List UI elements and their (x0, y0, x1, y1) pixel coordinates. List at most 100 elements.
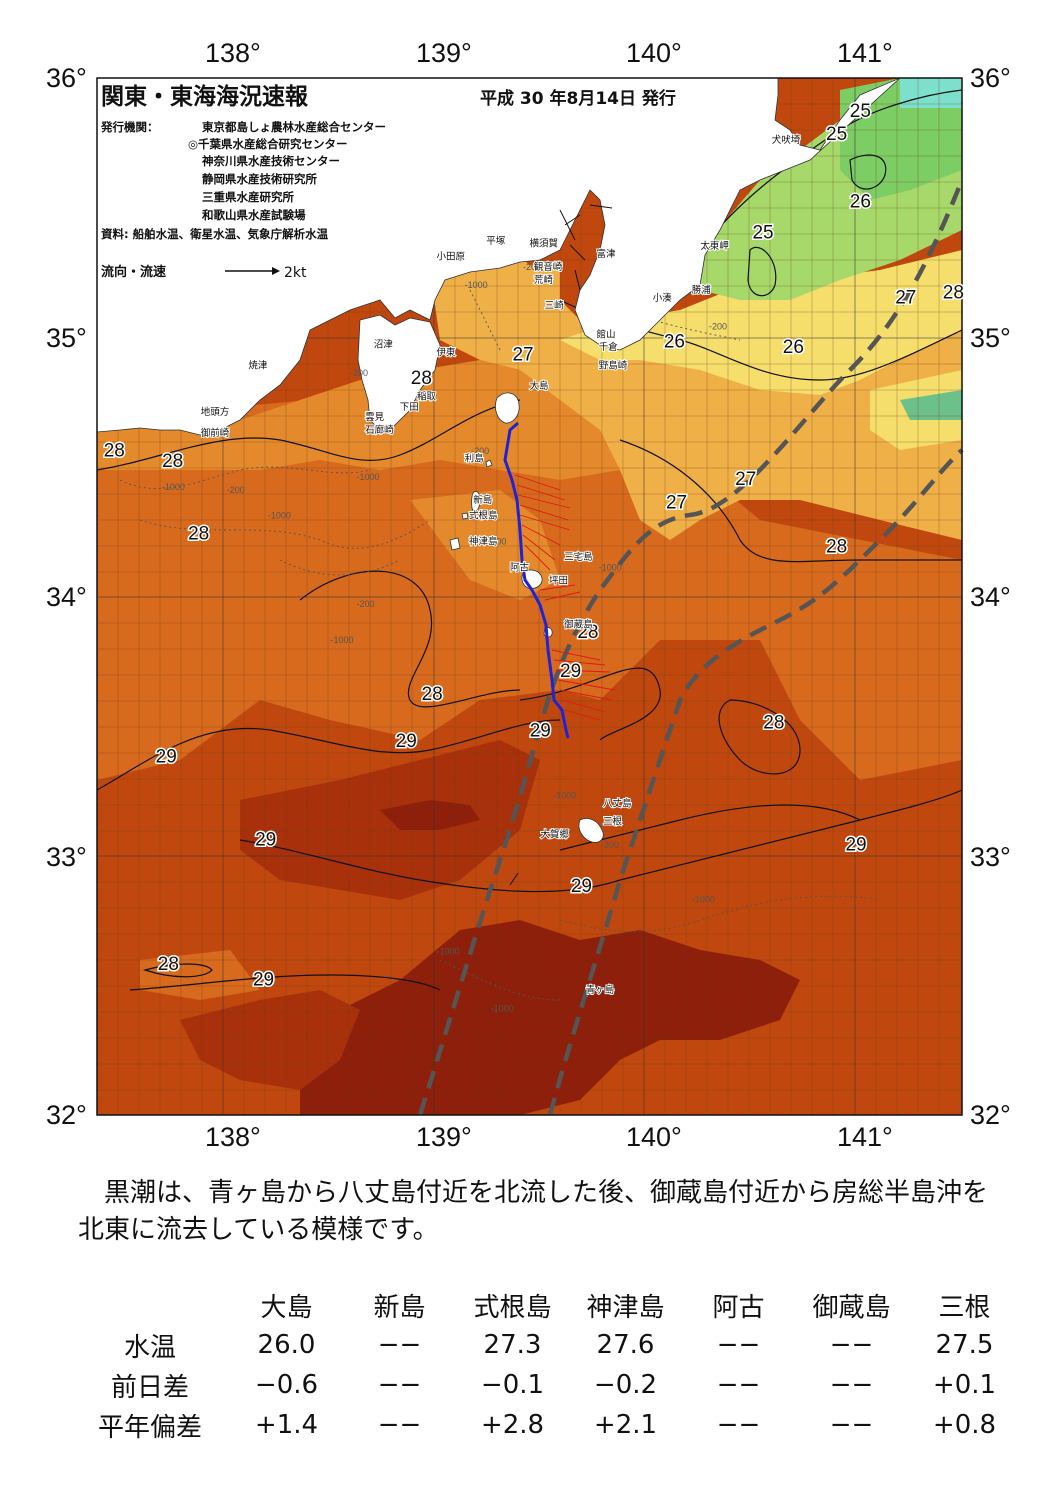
isotherm-label: 29 (560, 661, 581, 682)
depth-contour-label: -1000 (357, 472, 380, 482)
lat-tick-labels-left: 36° 35° 34° 33° 32° (46, 63, 87, 1130)
hachijojima-island (578, 818, 604, 843)
depth-contour-label: -200 (471, 446, 489, 456)
lon-tick-label: 141° (837, 38, 893, 68)
table-cell: −0.6 (254, 1370, 319, 1400)
place-label: 館山 (597, 328, 616, 340)
table-corner (70, 1285, 230, 1325)
place-label: 御前崎 (201, 427, 230, 439)
place-label: 三根 (603, 816, 623, 828)
depth-contour-label: -200 (709, 321, 727, 331)
table-row: 平年偏差 +1.4 −− +2.8 +2.1 −− −− +0.8 (70, 1405, 1021, 1445)
isotherm-label: 28 (188, 523, 209, 544)
issuer-item: 和歌山県水産試験場 (202, 208, 306, 222)
shikinejima-island (461, 512, 469, 520)
place-label: 石廊崎 (365, 424, 394, 436)
flow-legend-arrow (225, 267, 280, 275)
place-label: 坪田 (549, 575, 568, 587)
sea-cool-patch (900, 390, 962, 420)
depth-label-layer: -200 -1000 -200 -200 -200 -1000 -1000 -1000 -200… (162, 262, 727, 1013)
map-frame (96, 77, 963, 1116)
lat-tick-label: 32° (970, 1100, 1011, 1130)
water-temperature-table: 大島 新島 式根島 神津島 阿古 御蔵島 三根 水温 26.0 −− 27.3 … (70, 1285, 1021, 1445)
place-label: 荒崎 (534, 274, 554, 286)
place-label: 三崎 (545, 300, 565, 312)
table-column-header: 新島 (373, 1292, 426, 1323)
lat-tick-label: 33° (970, 842, 1011, 872)
isotherm-label: 29 (253, 969, 274, 990)
place-label: 大島 (530, 380, 549, 392)
isotherm-label: 28 (577, 622, 598, 643)
place-label: 横須賀 (530, 238, 559, 250)
place-label: 稲取 (417, 390, 437, 402)
flow-vectors-bay (509, 204, 613, 886)
place-label: 犬吠埼 (772, 134, 801, 146)
issuer-item: 三重県水産研究所 (202, 190, 294, 204)
lat-tick-label: 36° (970, 63, 1011, 93)
place-label: 平塚 (486, 236, 506, 247)
table-row: 前日差 −0.6 −− −0.1 −0.2 −− −− +0.1 (70, 1365, 1021, 1405)
sea-24-zone (840, 78, 962, 200)
lon-tick-label: 140° (626, 1122, 682, 1152)
place-label: 式根島 (469, 510, 498, 522)
place-label: 八丈島 (603, 797, 632, 809)
depth-contour-label: -1000 (331, 635, 354, 645)
place-label: 地頭方 (201, 406, 230, 418)
table-cell: −− (716, 1330, 761, 1360)
data-sources: 資料: 船舶水温、衛星水温、気象庁解析水温 (101, 227, 329, 241)
summary-text: 黒潮は、青ヶ島から八丈島付近を北流した後、御蔵島付近から房総半島沖を北東に流去し… (78, 1178, 989, 1245)
kuroshio-path (417, 179, 965, 1116)
isotherm-label: 28 (422, 684, 443, 705)
flow-vectors (514, 474, 616, 721)
lon-tick-label: 141° (837, 1122, 893, 1152)
lon-tick-label: 138° (205, 38, 261, 68)
depth-contour-label: -200 (523, 262, 541, 272)
table-column-header: 式根島 (473, 1292, 552, 1323)
oshima-island (495, 392, 520, 424)
depth-contour-label: -200 (350, 368, 368, 378)
table-row: 水温 26.0 −− 27.3 27.6 −− −− 27.5 (70, 1325, 1021, 1365)
izu-peninsula (357, 314, 441, 431)
sea-27-zone (430, 255, 962, 540)
depth-contour-label: -1000 (162, 482, 185, 492)
table-cell: −− (716, 1370, 761, 1400)
depth-contour-label: -1000 (599, 563, 622, 573)
table-cell: −− (829, 1330, 874, 1360)
table-column-header: 三根 (938, 1292, 991, 1323)
sea-27-zone-north (500, 260, 560, 300)
depth-contour-label: -1000 (692, 894, 715, 904)
place-label: 三宅島 (564, 551, 593, 563)
place-label: 太東岬 (700, 240, 729, 252)
table-column-header: 阿古 (712, 1292, 765, 1323)
honshu-coast (96, 77, 901, 436)
lat-tick-labels-right: 36° 35° 34° 33° 32° (970, 63, 1011, 1130)
isotherm-label: 26 (783, 337, 804, 358)
place-label: 小田原 (437, 251, 466, 262)
lat-tick-label: 34° (46, 582, 87, 612)
isotherm-label: 28 (826, 536, 847, 557)
place-label: 勝浦 (692, 284, 712, 296)
depth-contour-label: -200 (488, 537, 506, 547)
place-label: 新島 (473, 494, 492, 506)
lat-tick-label: 35° (46, 323, 87, 353)
kuroshio-west-edge (417, 179, 965, 1116)
place-label: 焼津 (248, 359, 268, 371)
depth-contour-label: -1000 (553, 791, 576, 801)
lat-tick-label: 33° (46, 842, 87, 872)
isotherm-label: 28 (158, 954, 179, 975)
sea-cold-corner (900, 78, 962, 108)
toshima-island (485, 459, 493, 468)
table-cell: +0.1 (932, 1370, 997, 1400)
place-label: 千倉 (599, 341, 619, 353)
sea-temperature-map: 138° 139° 140° 141° 138° 139° 140° 141° … (46, 38, 1011, 1152)
issuer-label: 発行機関： (100, 120, 159, 134)
table-cell: −− (716, 1410, 761, 1440)
sea-hot-core-d (180, 990, 360, 1090)
isotherm-label: 25 (850, 101, 871, 122)
place-label: 伊東 (437, 346, 457, 358)
lat-tick-label: 34° (970, 582, 1011, 612)
table-cell: −− (829, 1410, 874, 1440)
isotherm-label: 28 (162, 451, 183, 472)
table-column-header: 御蔵島 (812, 1292, 891, 1323)
sea-hot-core-b (380, 800, 480, 830)
